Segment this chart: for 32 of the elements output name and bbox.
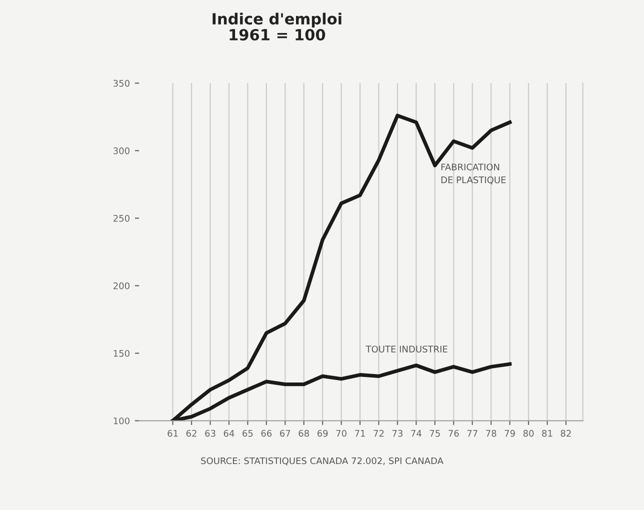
series-label: FABRICATION DE PLASTIQUE	[441, 164, 506, 184]
y-tick-label: 150	[114, 350, 130, 357]
x-tick-label: 71	[355, 430, 365, 437]
x-tick-label: 81	[542, 430, 552, 437]
x-tick-label: 66	[261, 430, 272, 437]
x-tick-label: 61	[168, 430, 178, 437]
x-tick-label: 67	[280, 430, 290, 437]
x-tick-label: 68	[298, 430, 309, 437]
x-tick-label: 69	[317, 430, 328, 437]
series-label: TOUTE INDUSTRIE	[366, 346, 448, 353]
x-tick-label: 70	[336, 430, 346, 437]
x-tick-label: 72	[374, 430, 384, 437]
y-tick-label: 200	[114, 282, 130, 290]
source-note: SOURCE: STATISTIQUES CANADA 72.002, SPI CANADA	[201, 457, 444, 466]
y-tick-label: 250	[114, 214, 130, 222]
chart-title: Indice d'emploi 1961 = 100	[212, 12, 342, 41]
x-tick-label: 76	[448, 430, 459, 437]
x-tick-label: 62	[186, 430, 196, 437]
x-tick-label: 64	[224, 430, 234, 437]
x-tick-label: 80	[523, 430, 534, 437]
x-tick-label: 63	[205, 430, 216, 437]
x-tick-label: 79	[504, 430, 515, 437]
x-tick-label: 65	[242, 430, 253, 437]
x-tick-label: 77	[467, 430, 478, 437]
x-tick-label: 73	[392, 430, 402, 437]
y-tick-label: 100	[114, 417, 130, 424]
x-tick-label: 82	[560, 430, 571, 437]
x-tick-label: 78	[486, 430, 496, 437]
x-tick-label: 74	[411, 430, 422, 437]
y-tick-label: 300	[114, 147, 130, 154]
y-tick-label: 350	[114, 80, 130, 87]
x-tick-label: 75	[430, 430, 440, 437]
